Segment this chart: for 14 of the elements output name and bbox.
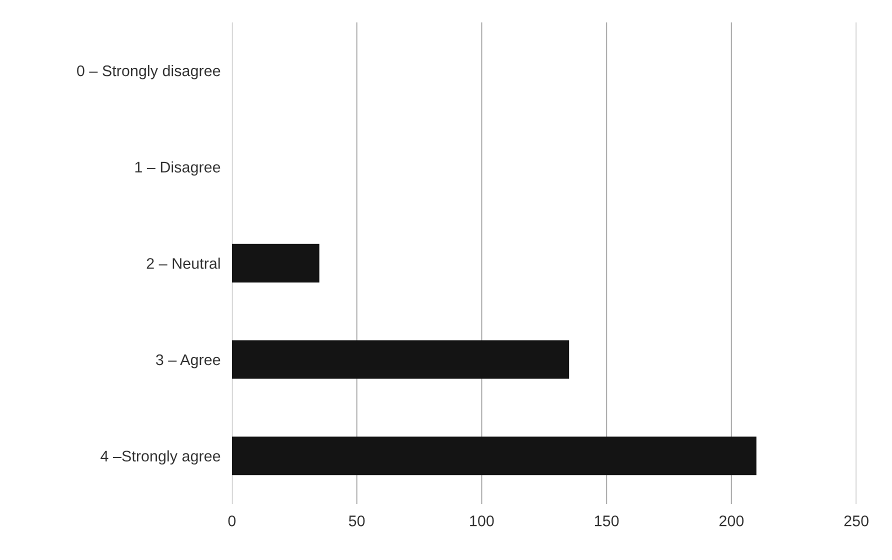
y-tick-label: 1 – Disagree [135,161,220,176]
bar [232,244,320,282]
x-tick-label: 50 [348,516,365,526]
y-tick-label: 4 –Strongly agree [100,450,220,465]
y-tick-label: 0 – Strongly disagree [77,65,220,80]
x-tick-label: 200 [719,516,744,526]
x-tick-label: 150 [594,516,619,526]
y-tick-label: 2 – Neutral [146,258,220,269]
bar [232,436,756,476]
x-tick-label: 250 [844,516,868,526]
x-tick-label: 0 [228,516,236,526]
y-tick-label: 3 – Agree [156,354,220,368]
bar [232,340,570,379]
x-tick-label: 100 [470,516,494,526]
